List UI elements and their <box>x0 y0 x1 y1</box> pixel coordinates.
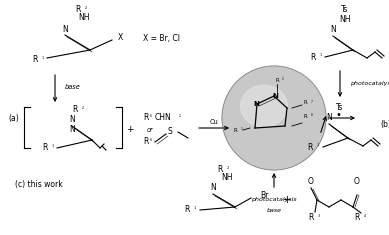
Text: R: R <box>307 142 313 152</box>
Text: $^1$: $^1$ <box>193 205 197 211</box>
Text: Ts: Ts <box>336 102 344 111</box>
Text: R: R <box>310 52 316 62</box>
Text: R: R <box>217 165 223 175</box>
Text: N: N <box>62 26 68 35</box>
Text: Br: Br <box>260 192 268 200</box>
Text: N: N <box>272 93 278 99</box>
Text: $^1$: $^1$ <box>316 142 320 148</box>
Text: $^6$: $^6$ <box>149 137 153 143</box>
Text: R: R <box>275 78 279 82</box>
Text: N: N <box>69 125 75 134</box>
Text: R: R <box>72 106 78 114</box>
Text: $^1$: $^1$ <box>240 126 244 132</box>
Text: $^1$: $^1$ <box>51 143 55 149</box>
Text: O: O <box>354 177 360 187</box>
Text: R: R <box>184 205 190 215</box>
Text: R: R <box>32 55 38 64</box>
Text: (a): (a) <box>8 114 19 122</box>
Text: R: R <box>75 5 81 15</box>
Text: •: • <box>335 110 341 120</box>
Text: (c) this work: (c) this work <box>15 180 63 189</box>
Text: N: N <box>69 115 75 125</box>
Text: NH: NH <box>221 173 233 183</box>
Text: R: R <box>42 144 48 153</box>
Text: N: N <box>253 101 259 107</box>
Text: $^2$: $^2$ <box>281 76 285 82</box>
Text: Ts: Ts <box>341 5 349 15</box>
Text: $^5$: $^5$ <box>149 114 153 118</box>
Text: $_2$: $_2$ <box>178 112 182 120</box>
Text: $^2$: $^2$ <box>81 106 85 110</box>
Text: $^7$: $^7$ <box>310 99 314 105</box>
Text: R: R <box>308 214 314 223</box>
Text: $^3$: $^3$ <box>317 213 321 219</box>
Text: base: base <box>266 208 282 212</box>
Text: R: R <box>233 128 237 133</box>
Text: NH: NH <box>78 13 90 23</box>
Text: $^8$: $^8$ <box>310 112 314 118</box>
Text: Cu: Cu <box>210 119 218 125</box>
Ellipse shape <box>241 85 287 127</box>
Text: R: R <box>354 214 360 223</box>
Text: (b): (b) <box>380 121 389 129</box>
Text: base: base <box>65 84 81 90</box>
Text: $^2$: $^2$ <box>226 165 230 171</box>
Text: CHN: CHN <box>155 114 172 122</box>
Text: $^4$: $^4$ <box>363 213 367 219</box>
Text: NH: NH <box>339 16 351 24</box>
Text: R: R <box>143 114 148 122</box>
Text: or: or <box>147 127 154 133</box>
Text: S: S <box>168 128 172 137</box>
Text: $^1$: $^1$ <box>41 55 45 61</box>
Text: N: N <box>210 184 216 192</box>
Text: photocatalysis: photocatalysis <box>251 197 297 203</box>
Text: +: + <box>283 195 291 205</box>
Text: O: O <box>308 177 314 187</box>
Text: $^2$: $^2$ <box>84 5 88 11</box>
Text: R: R <box>303 101 307 106</box>
Text: N: N <box>330 26 336 35</box>
Text: R: R <box>143 137 148 146</box>
Ellipse shape <box>222 66 326 170</box>
Text: +: + <box>126 125 134 134</box>
Text: R: R <box>303 114 307 118</box>
Text: $^1$: $^1$ <box>319 52 323 58</box>
Text: X = Br, Cl: X = Br, Cl <box>143 34 180 43</box>
Text: N: N <box>326 114 332 122</box>
Text: X: X <box>117 34 123 43</box>
Text: photocatalysis: photocatalysis <box>350 81 389 86</box>
